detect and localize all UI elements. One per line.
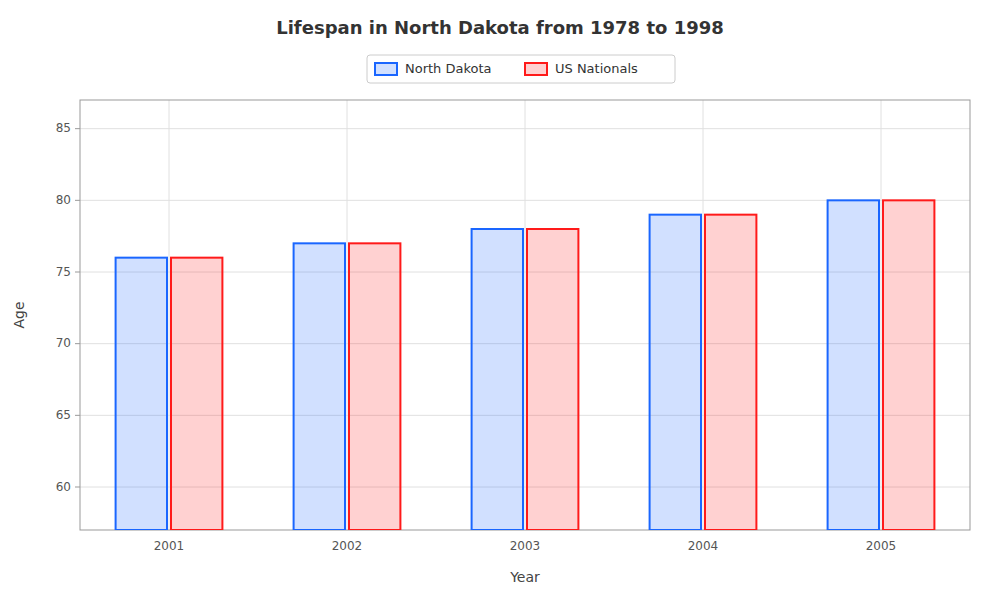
legend-swatch [525, 63, 547, 75]
y-tick [75, 487, 80, 488]
chart-container: 60 65 70 75 80 85 2001 2002 2003 2004 2005 Year Age L… [0, 0, 1000, 600]
y-tick-label: 65 [56, 408, 71, 422]
plot-frame [80, 100, 970, 530]
bars [116, 200, 935, 530]
x-tick-label: 2002 [332, 539, 363, 553]
y-tick-label: 85 [56, 121, 71, 135]
grid [80, 100, 970, 530]
y-tick [75, 200, 80, 201]
x-grid-line [169, 100, 170, 530]
bar [472, 229, 523, 530]
x-tick-label: 2001 [154, 539, 185, 553]
legend-label: US Nationals [555, 61, 638, 76]
bar [171, 258, 222, 530]
chart-svg: 60 65 70 75 80 85 2001 2002 2003 2004 2005 Year Age L… [0, 0, 1000, 600]
x-grid-line [881, 100, 882, 530]
bar [294, 243, 345, 530]
y-tick [75, 415, 80, 416]
y-tick [75, 272, 80, 273]
x-tick-label: 2004 [688, 539, 719, 553]
legend-swatch [375, 63, 397, 75]
chart-title: Lifespan in North Dakota from 1978 to 19… [276, 17, 724, 38]
bar [349, 243, 400, 530]
bar [527, 229, 578, 530]
x-grid-line [703, 100, 704, 530]
y-tick [75, 128, 80, 129]
bar [650, 215, 701, 530]
y-tick-label: 80 [56, 193, 71, 207]
y-tick-label: 70 [56, 336, 71, 350]
x-grid-line [525, 100, 526, 530]
y-tick [75, 343, 80, 344]
y-tick-label: 75 [56, 265, 71, 279]
bar [705, 215, 756, 530]
bar [883, 200, 934, 530]
bar [828, 200, 879, 530]
legend: North Dakota US Nationals [367, 55, 675, 83]
bar [116, 258, 167, 530]
axes: 60 65 70 75 80 85 2001 2002 2003 2004 2005 [56, 121, 897, 553]
x-tick-label: 2005 [866, 539, 897, 553]
x-grid-line [347, 100, 348, 530]
x-tick-label: 2003 [510, 539, 541, 553]
legend-box [367, 55, 675, 83]
y-tick-label: 60 [56, 480, 71, 494]
x-axis-label: Year [509, 569, 540, 585]
legend-label: North Dakota [405, 61, 492, 76]
y-axis-label: Age [11, 301, 27, 328]
